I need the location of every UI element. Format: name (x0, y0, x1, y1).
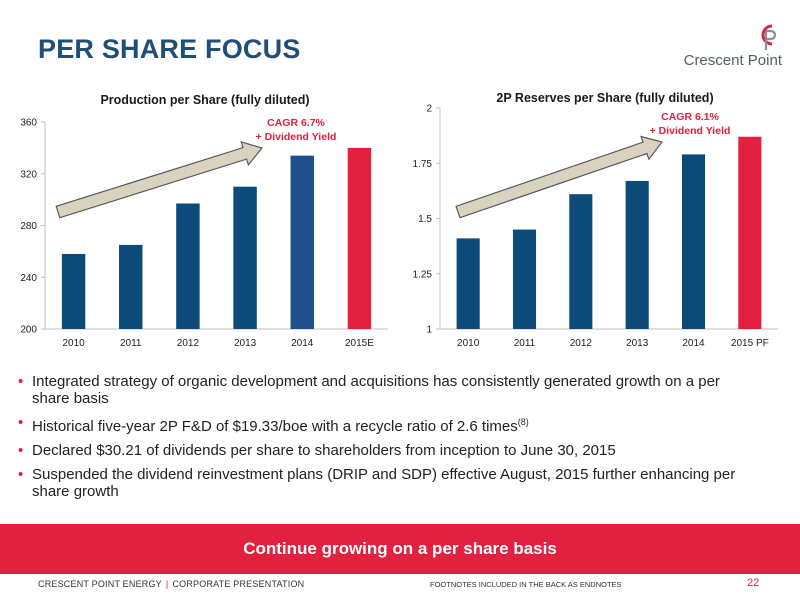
dividend-yield-annotation: + Dividend Yield (256, 131, 337, 143)
bar (512, 229, 537, 329)
x-tick-label: 2011 (120, 338, 142, 349)
bar (119, 244, 143, 329)
y-tick-label: 1.25 (413, 269, 433, 280)
bar (233, 186, 257, 329)
footer-company-name: CRESCENT POINT ENERGY (38, 579, 162, 589)
trend-arrow (455, 135, 664, 219)
bar (347, 147, 372, 329)
bullet-item: Declared $30.21 of dividends per share t… (18, 442, 758, 459)
bullet-list: Integrated strategy of organic developme… (18, 373, 758, 507)
production-chart-svg: Production per Share (fully diluted) 200 2… (20, 93, 388, 349)
x-tick-label: 2014 (682, 338, 705, 349)
bar (738, 136, 762, 329)
x-tick-label: 2015E (345, 338, 374, 349)
x-tick-label: 2011 (514, 338, 536, 349)
y-tick-label: 280 (20, 221, 37, 232)
bar (290, 155, 314, 329)
dividend-yield-annotation: + Dividend Yield (650, 125, 731, 137)
chart-title: Production per Share (fully diluted) (100, 93, 309, 107)
reserves-per-share-chart: 2P Reserves per Share (fully diluted) 1 1.… (400, 86, 800, 356)
bullet-item: Integrated strategy of organic developme… (18, 373, 758, 407)
bar (681, 154, 706, 329)
cagr-annotation: CAGR 6.7% (267, 117, 325, 129)
bar (176, 203, 200, 329)
x-tick-label: 2010 (62, 338, 85, 349)
x-tick-label: 2012 (570, 338, 593, 349)
bullet-text: Integrated strategy of organic developme… (32, 373, 720, 407)
x-tick-label: 2014 (291, 338, 314, 349)
trend-arrow (55, 141, 264, 219)
x-tick-label: 2012 (177, 338, 200, 349)
footer-footnotes: FOOTNOTES INCLUDED IN THE BACK AS ENDNOT… (430, 580, 622, 589)
banner-text: Continue growing on a per share basis (243, 539, 557, 558)
footer-company: CRESCENT POINT ENERGY | CORPORATE PRESENTA… (38, 579, 304, 589)
y-tick-label: 200 (20, 325, 37, 336)
y-tick-label: 360 (20, 118, 37, 129)
callout-banner: Continue growing on a per share basis (0, 524, 800, 574)
bar (625, 180, 649, 329)
x-tick-label: 2013 (234, 338, 257, 349)
reserves-chart-svg: 2P Reserves per Share (fully diluted) 1 1.… (413, 91, 778, 349)
y-tick-label: 320 (20, 169, 37, 180)
x-tick-label: 2013 (626, 338, 649, 349)
company-logo: Crescent Point (660, 22, 782, 78)
x-tick-label: 2015 PF (731, 338, 769, 349)
page-title: PER SHARE FOCUS (38, 34, 301, 64)
bar (456, 238, 480, 329)
bullet-text: Declared $30.21 of dividends per share t… (32, 442, 616, 459)
logo-text: Crescent Point (683, 52, 782, 69)
bar (569, 194, 593, 329)
y-tick-label: 1 (426, 325, 432, 336)
footnote-ref: (8) (517, 417, 529, 427)
bar (61, 253, 86, 329)
production-per-share-chart: Production per Share (fully diluted) 200 2… (0, 86, 400, 356)
y-tick-label: 1.5 (418, 214, 432, 225)
chart-title: 2P Reserves per Share (fully diluted) (496, 91, 713, 105)
footer-section: CORPORATE PRESENTATION (172, 579, 305, 589)
bullet-text: Historical five-year 2P F&D of $19.33/bo… (32, 418, 518, 435)
footer-separator: | (165, 579, 169, 589)
cagr-annotation: CAGR 6.1% (661, 111, 719, 123)
y-tick-label: 2 (426, 104, 432, 115)
bullet-item: Historical five-year 2P F&D of $19.33/bo… (18, 414, 758, 435)
y-tick-label: 1.75 (413, 159, 433, 170)
y-tick-label: 240 (20, 273, 37, 284)
bullet-item: Suspended the dividend reinvestment plan… (18, 466, 758, 500)
bullet-text: Suspended the dividend reinvestment plan… (32, 466, 736, 500)
page-number: 22 (747, 577, 760, 589)
x-tick-label: 2010 (457, 338, 480, 349)
